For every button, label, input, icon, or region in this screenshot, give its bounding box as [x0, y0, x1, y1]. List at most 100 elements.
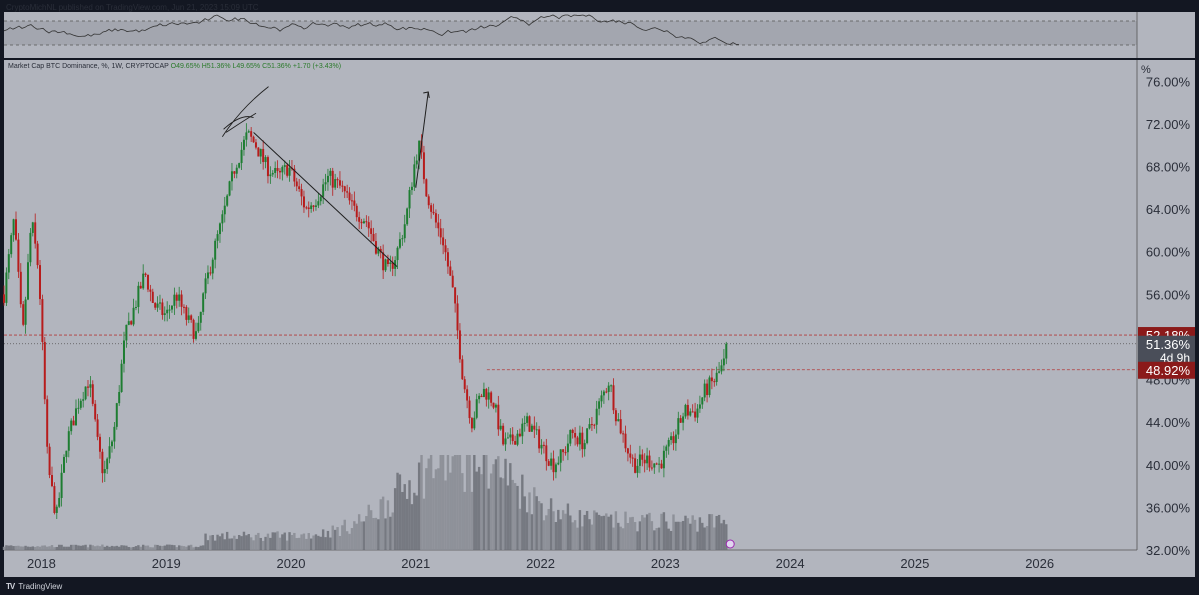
candle-body — [286, 165, 289, 176]
volume-bar — [115, 545, 118, 550]
candle-body — [5, 272, 8, 303]
candle-body — [67, 431, 70, 451]
candle-body — [564, 452, 567, 454]
candle-body — [605, 391, 608, 393]
y-tick-label: 36.00% — [1146, 500, 1191, 515]
volume-bar — [62, 546, 66, 550]
volume-bar — [393, 488, 397, 550]
candle-body — [235, 167, 238, 174]
x-tick-label: 2024 — [776, 556, 805, 571]
volume-bar — [101, 544, 104, 550]
candle-body — [715, 372, 718, 382]
volume-bar — [389, 516, 392, 550]
candle-body — [574, 432, 577, 438]
candle-body — [528, 416, 531, 432]
volume-bar — [569, 515, 572, 550]
candle-body — [547, 461, 550, 466]
candle-body — [10, 235, 13, 255]
volume-bar — [583, 514, 586, 550]
volume-bar — [357, 514, 361, 550]
candle-body — [710, 377, 713, 382]
candle-body — [538, 429, 541, 449]
volume-bar — [650, 521, 654, 550]
candle-body — [607, 385, 610, 392]
volume-bar — [55, 546, 58, 550]
volume-bar — [24, 545, 27, 550]
candle-body — [329, 170, 332, 176]
volume-bar — [41, 545, 44, 550]
volume-bar — [225, 531, 229, 550]
candle-body — [713, 381, 716, 383]
volume-bar — [139, 546, 142, 550]
candle-body — [446, 252, 449, 267]
candle-body — [442, 237, 445, 246]
tradingview-logo-icon: TV — [6, 582, 15, 591]
candle-body — [425, 179, 428, 197]
volume-bar — [96, 545, 99, 550]
volume-bar — [365, 516, 368, 550]
volume-bar — [278, 537, 282, 550]
candle-body — [449, 266, 452, 276]
price-axis-panel — [1137, 60, 1195, 550]
volume-bar — [314, 534, 318, 550]
volume-bar — [547, 508, 550, 550]
candle-body — [62, 456, 65, 473]
volume-bar — [273, 532, 277, 550]
candle-body — [499, 425, 502, 430]
candle-body — [214, 240, 217, 260]
tradingview-footer[interactable]: TV TradingView — [6, 582, 62, 591]
volume-bar — [146, 545, 150, 550]
volume-bar — [105, 545, 109, 550]
volume-bar — [240, 536, 243, 550]
candle-body — [257, 147, 260, 157]
candle-body — [514, 441, 517, 445]
volume-bar — [127, 547, 130, 550]
candle-body — [581, 432, 584, 450]
volume-bar — [233, 535, 236, 550]
candle-body — [439, 228, 442, 238]
candle-body — [346, 191, 349, 193]
volume-bar — [5, 545, 8, 550]
candle-body — [106, 458, 109, 470]
candle-body — [413, 164, 416, 187]
candle-body — [662, 450, 665, 469]
volume-bar — [458, 455, 462, 550]
volume-bar — [480, 474, 483, 550]
volume-bar — [679, 521, 682, 550]
candle-body — [622, 433, 625, 435]
volume-bar — [506, 485, 510, 550]
candle-body — [343, 186, 346, 192]
volume-bar — [353, 521, 356, 550]
volume-bar — [549, 498, 553, 550]
y-tick-label: 68.00% — [1146, 160, 1191, 175]
candle-body — [509, 434, 512, 438]
drawing-layer[interactable] — [221, 86, 735, 549]
price-level-label: 48.92% — [1146, 363, 1191, 378]
volume-bar — [715, 515, 718, 550]
candle-body — [300, 189, 303, 197]
volume-bar — [710, 514, 714, 550]
candle-body — [247, 131, 250, 133]
candle-body — [307, 207, 310, 209]
candle-body — [403, 224, 406, 239]
symbol-legend[interactable]: Market Cap BTC Dominance, %, 1W, CRYPTOC… — [8, 63, 341, 70]
candle-body — [175, 294, 178, 301]
volume-bar — [305, 538, 308, 550]
volume-bar — [103, 546, 106, 550]
volume-bar — [86, 547, 90, 550]
candle-body — [360, 221, 363, 224]
candle-body — [437, 222, 440, 229]
volume-bar — [36, 546, 39, 550]
candle-body — [586, 428, 589, 444]
candle-body — [3, 294, 5, 303]
publish-header: CryptoMichNL published on TradingView.co… — [6, 3, 259, 12]
volume-bar — [307, 533, 310, 550]
volume-bar — [120, 545, 123, 550]
volume-bar — [559, 519, 562, 550]
candle-body — [230, 171, 233, 182]
volume-bar — [137, 545, 140, 550]
candle-body — [550, 458, 553, 466]
candle-body — [293, 168, 296, 182]
volume-bar — [629, 517, 632, 550]
